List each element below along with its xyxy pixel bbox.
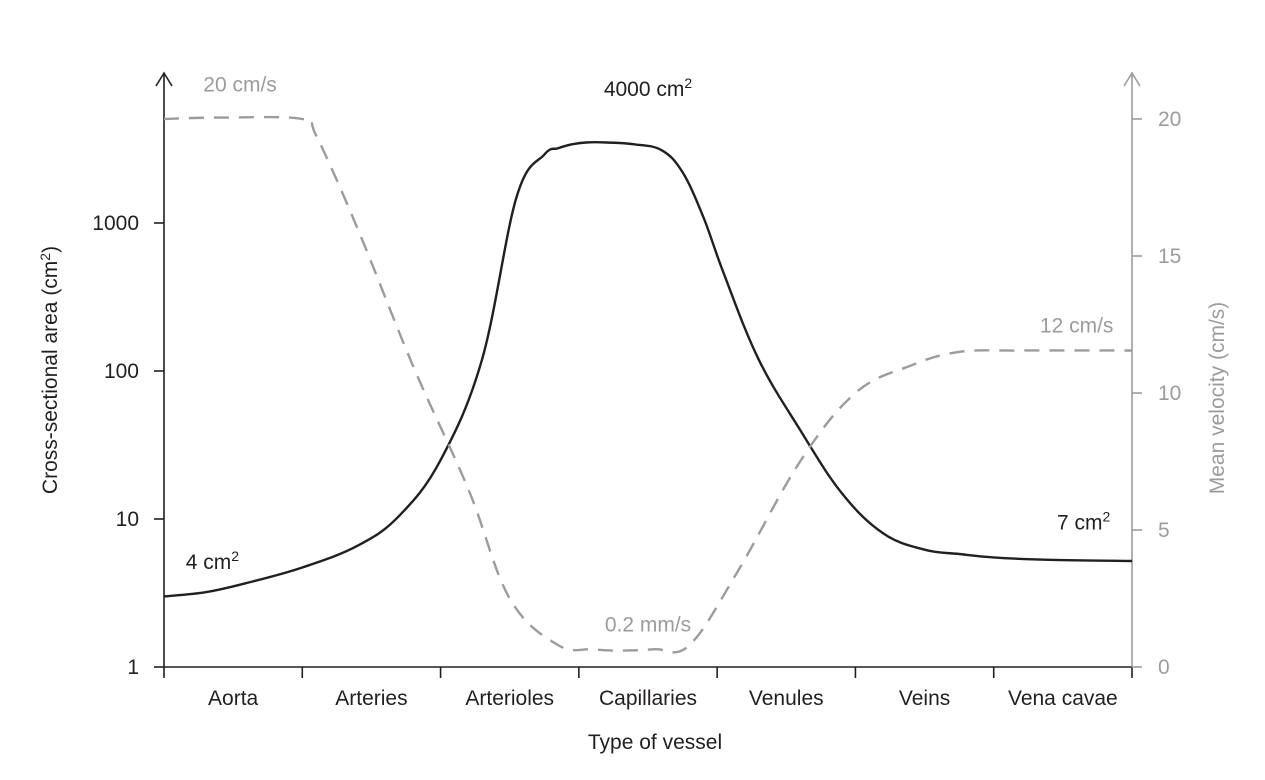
left-y-tick-label: 1 [127,656,139,679]
right-y-tick-label: 10 [1158,382,1181,405]
x-tick-label: Venules [749,687,824,710]
annotation-superscript: 2 [1102,508,1110,524]
annotation-superscript: 2 [231,548,239,564]
annotation-text: 7 cm [1057,511,1103,534]
x-tick-label: Arteries [335,687,407,710]
x-tick-label: Vena cavae [1008,687,1118,710]
annotation-label: 12 cm/s [1040,315,1114,338]
series-group [163,115,1133,654]
annotation-text: 20 cm/s [203,74,277,97]
left-y-axis-title-end: ) [39,246,62,253]
x-axis-title: Type of vessel [588,731,722,754]
area-series-line [163,141,1133,598]
annotation-label: 4 cm2 [186,548,240,574]
right-y-tick-label: 20 [1158,108,1181,131]
velocity-series-line [163,115,1133,654]
x-tick-label: Arterioles [465,687,554,710]
left-y-tick-label: 10 [116,508,139,531]
left-y-tick-group: 1 10 100 1000 [92,212,164,679]
right-y-tick-label: 0 [1158,656,1170,679]
x-tick-label: Aorta [208,687,259,710]
left-y-tick-label: 1000 [92,212,139,235]
annotation-text: 12 cm/s [1040,315,1114,338]
axes [155,71,1141,668]
right-y-tick-label: 5 [1158,519,1170,542]
right-y-axis-title: Mean velocity (cm/s) [1206,302,1229,495]
left-y-axis-title: Cross-sectional area (cm2) [37,246,62,494]
left-y-axis-title-sup: 2 [37,253,53,261]
annotation-text: 4000 cm [604,78,685,101]
annotation-label: 7 cm2 [1057,508,1111,534]
left-y-tick-label: 100 [104,360,139,383]
annotation-label: 20 cm/s [203,74,277,97]
x-tick-label: Veins [899,687,950,710]
annotation-label: 4000 cm2 [604,75,693,101]
annotation-label: 0.2 mm/s [605,613,691,636]
right-y-axis-arrow [1123,71,1141,87]
x-tick-group [163,667,1133,678]
left-y-axis-title-main: Cross-sectional area (cm [39,261,62,494]
x-tick-label: Capillaries [599,687,697,710]
right-y-tick-group: 0 5 10 15 20 [1132,108,1181,679]
annotation-superscript: 2 [684,75,692,91]
right-y-tick-label: 15 [1158,245,1181,268]
left-y-axis-arrow [155,71,173,87]
x-tick-label-group: Aorta Arteries Arterioles Capillaries Venule… [208,687,1118,710]
annotation-text: 0.2 mm/s [605,613,691,636]
annotation-text: 4 cm [186,551,232,574]
